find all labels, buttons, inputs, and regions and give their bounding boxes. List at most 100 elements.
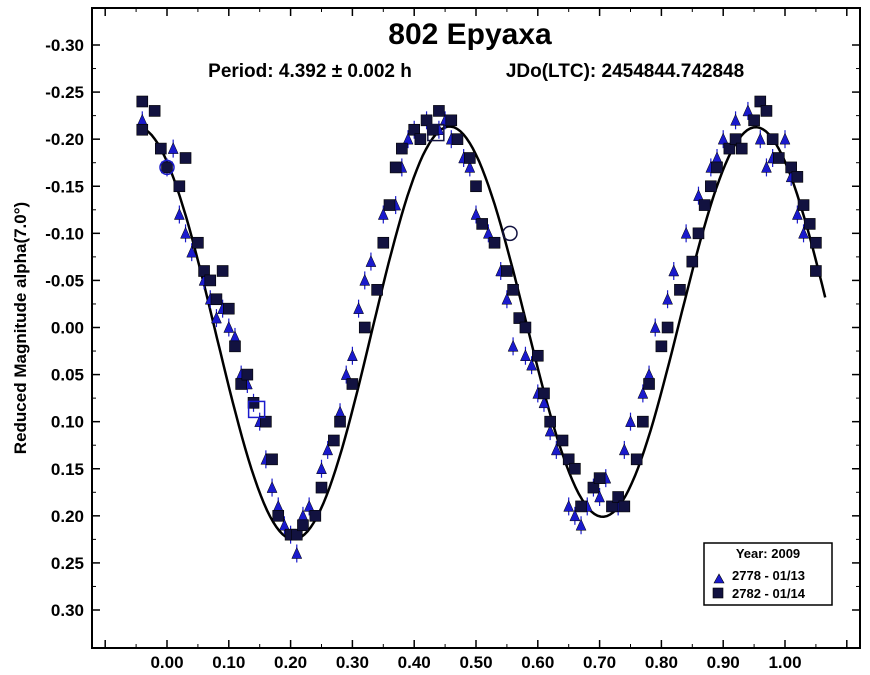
point-2782 [773,152,785,164]
point-2778 [550,443,562,456]
point-2778 [544,424,556,437]
x-tick-label: 0.60 [521,653,554,672]
legend-entry-2: 2782 - 01/14 [732,586,806,601]
point-2778 [291,546,303,559]
point-2778 [625,415,636,427]
point-2782 [556,434,569,447]
point-2782 [501,265,513,277]
open-square-marker [247,400,266,419]
point-2782 [692,227,705,240]
x-tick-label: 1.00 [768,653,801,672]
point-2778 [340,367,352,380]
point-2782 [451,133,464,145]
point-2778 [173,207,185,220]
point-2782 [810,265,822,277]
point-2778 [470,207,482,220]
point-2782 [686,255,699,268]
x-tick-label: 0.70 [583,653,616,672]
point-2782 [414,133,427,145]
y-tick-label: -0.10 [45,224,84,243]
point-2782 [377,236,390,249]
point-2782 [735,142,748,155]
point-2782 [544,415,556,428]
point-2782 [229,340,241,353]
x-tick-label: 0.40 [398,653,431,672]
point-2782 [630,453,643,466]
y-tick-label: -0.15 [45,177,84,196]
point-2782 [420,114,433,127]
point-2778 [136,113,148,126]
point-2782 [148,105,161,117]
x-tick-label: 0.20 [274,653,307,672]
point-2778 [680,226,692,239]
legend: Year: 2009 2778 - 01/13 2782 - 01/14 [703,542,833,606]
x-tick-label: 0.00 [150,653,183,672]
point-2782 [371,284,383,296]
point-2782 [618,500,631,513]
point-2782 [247,397,260,409]
point-2778 [303,499,315,512]
y-axis-label: Reduced Magnitude alpha(7.0°) [11,202,30,454]
point-2778 [637,386,649,399]
point-2778 [353,302,364,314]
point-2782 [328,434,340,447]
y-tick-label: 0.20 [51,507,84,526]
point-2778 [501,292,513,305]
point-2782 [260,415,272,428]
point-2782 [389,161,402,174]
point-2778 [662,292,673,305]
point-2782 [507,284,519,296]
point-2782 [612,491,624,503]
point-2778 [575,518,587,531]
point-2782 [766,133,779,145]
point-2782 [161,161,173,174]
point-2782 [272,510,285,522]
point-2782 [290,528,303,541]
point-2782 [785,161,797,174]
point-2782 [562,453,575,466]
point-2782 [210,293,223,306]
point-2782 [803,218,816,230]
point-2782 [488,236,501,249]
data-points [136,95,822,563]
y-tick-label: -0.30 [45,36,84,55]
point-2782 [531,349,544,362]
point-2782 [711,161,723,174]
point-2778 [334,405,346,418]
point-2778 [668,264,680,277]
point-2782 [705,180,717,193]
point-2778 [649,320,661,333]
point-2782 [729,133,742,145]
open-circle-marker [159,159,175,176]
point-2782 [309,510,322,522]
x-tick-label: 0.50 [459,653,492,672]
point-2778 [742,104,754,117]
point-2782 [445,114,458,127]
point-2778 [563,499,575,512]
point-2782 [241,368,254,381]
point-2782 [136,123,149,136]
point-2782 [519,321,532,334]
point-2782 [433,105,445,117]
point-2782 [569,462,581,475]
y-axis-ticks: -0.30 -0.25 -0.20 -0.15 -0.10 -0.05 0.00 0.05 0.… [45,36,860,620]
point-2782 [587,481,600,494]
x-tick-label: 0.80 [645,653,678,672]
legend-title: Year: 2009 [736,546,800,561]
point-2778 [618,443,630,456]
point-2782 [464,152,476,164]
x-tick-label: 0.10 [212,653,245,672]
point-2782 [470,180,482,193]
point-2782 [192,236,204,249]
point-2782 [674,284,686,296]
open-circle-marker [502,225,518,242]
point-2782 [797,199,810,211]
point-2778 [347,349,358,361]
legend-box [703,542,833,606]
point-2782 [155,142,167,155]
point-2782 [426,123,439,136]
point-2782 [266,453,278,466]
y-tick-label: 0.00 [51,319,84,338]
y-tick-label: -0.20 [45,130,84,149]
point-2782 [216,265,229,277]
